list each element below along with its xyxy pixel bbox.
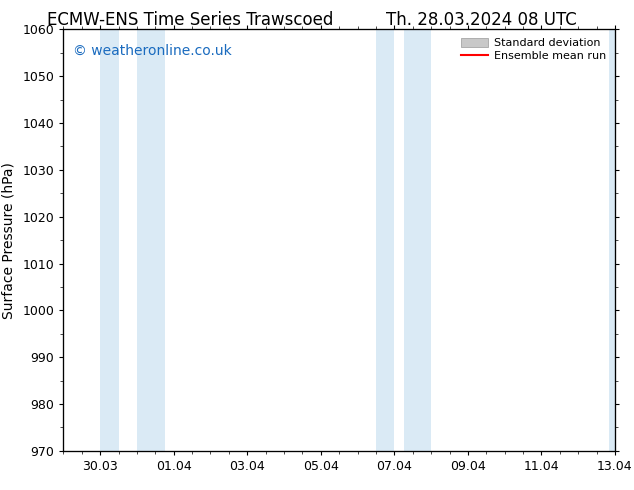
Bar (100, 29, 119, 451)
Text: Th. 28.03.2024 08 UTC: Th. 28.03.2024 08 UTC (387, 11, 577, 29)
Bar (376, 29, 394, 451)
Bar (137, 29, 165, 451)
Text: © weatheronline.co.uk: © weatheronline.co.uk (74, 44, 232, 58)
Bar (609, 29, 615, 451)
Legend: Standard deviation, Ensemble mean run: Standard deviation, Ensemble mean run (457, 35, 609, 64)
Y-axis label: Surface Pressure (hPa): Surface Pressure (hPa) (1, 162, 16, 318)
Text: ECMW-ENS Time Series Trawscoed: ECMW-ENS Time Series Trawscoed (47, 11, 333, 29)
Bar (404, 29, 431, 451)
